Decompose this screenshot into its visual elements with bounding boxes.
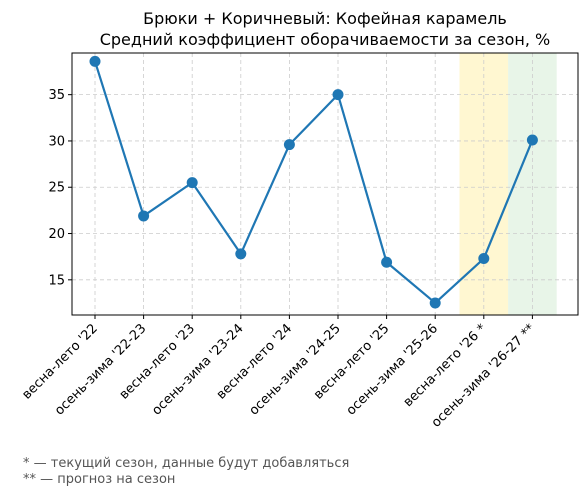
series-line [93, 61, 534, 305]
data-point [283, 139, 295, 151]
x-tick-label: осень-зима '23-24 [149, 321, 246, 418]
chart-title: Брюки + Коричневый: Кофейная карамель [143, 9, 507, 28]
x-tick-label: осень-зима '24-25 [247, 321, 344, 418]
x-tick-label: осень-зима '22-23 [52, 321, 149, 418]
data-point [138, 210, 150, 222]
data-point [381, 256, 393, 268]
data-point [526, 134, 538, 146]
y-tick-label: 20 [48, 227, 65, 242]
x-tick-label: осень-зима '25-26 [344, 321, 441, 418]
footnote-current-season: * — текущий сезон, данные будут добавлят… [23, 456, 350, 471]
axes-frame [71, 52, 579, 316]
y-tick-label: 25 [48, 181, 65, 196]
data-point [235, 248, 247, 260]
data-point [429, 297, 441, 309]
data-point [478, 253, 490, 265]
chart-subtitle: Средний коэффициент оборачиваемости за с… [100, 30, 551, 49]
data-point [186, 177, 198, 189]
footnote-forecast: ** — прогноз на сезон [23, 472, 176, 487]
data-point [89, 55, 101, 67]
season-highlight-band [459, 53, 509, 315]
data-point [332, 89, 344, 101]
y-tick-label: 15 [48, 273, 65, 288]
x-tick-label: весна-лето '26 * [401, 321, 490, 410]
y-tick-label: 35 [48, 88, 65, 103]
y-tick-label: 30 [48, 134, 65, 149]
